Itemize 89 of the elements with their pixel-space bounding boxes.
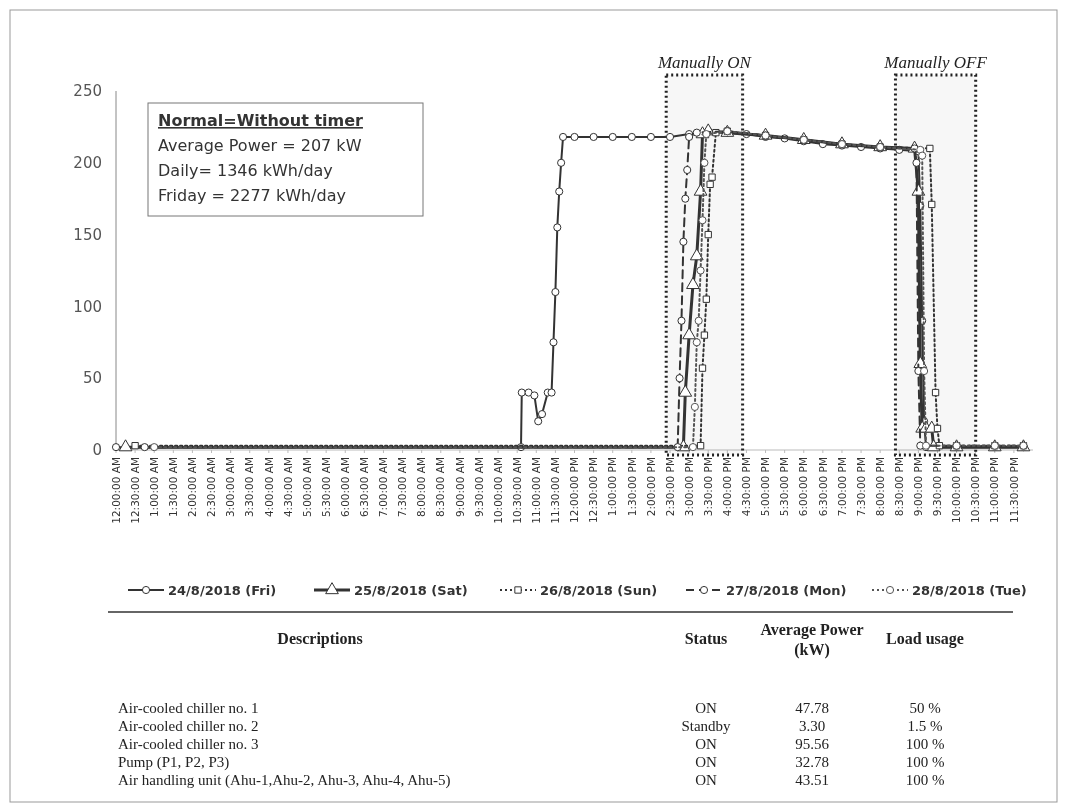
x-tick-label: 9:00:00 AM xyxy=(453,457,466,518)
x-tick-label: 6:30:00 AM xyxy=(358,457,371,518)
x-tick-label: 8:30:00 AM xyxy=(434,457,447,518)
text: Status xyxy=(684,630,728,647)
text: 100 % xyxy=(905,772,945,788)
text: Air-cooled chiller no. 3 xyxy=(118,736,259,752)
annotation: Normal=Without timer xyxy=(158,111,364,130)
x-tick-label: 7:00:00 PM xyxy=(835,457,848,517)
text: 32.78 xyxy=(795,754,829,770)
y-tick-label: 150 xyxy=(73,225,102,244)
legend-label: 26/8/2018 (Sun) xyxy=(540,582,658,598)
x-tick-label: 6:00:00 PM xyxy=(797,457,810,517)
annotation: Daily= 1346 kWh/day xyxy=(158,161,333,180)
x-tick-label: 2:30:00 PM xyxy=(663,457,676,517)
text: 3.30 xyxy=(798,718,826,734)
x-tick-label: 2:00:00 PM xyxy=(644,457,657,517)
legend-label: 25/8/2018 (Sat) xyxy=(354,582,468,598)
x-tick-label: 12:00:00 AM xyxy=(109,457,122,524)
x-tick-label: 10:30:00 AM xyxy=(510,457,523,524)
x-tick-label: 10:00:00 AM xyxy=(491,457,504,524)
x-tick-label: 8:00:00 AM xyxy=(415,457,428,518)
annotation: Friday = 2277 kWh/day xyxy=(158,186,346,205)
x-tick-label: 7:30:00 PM xyxy=(854,457,867,517)
band-label: Manually ON xyxy=(656,53,753,72)
x-tick-label: 11:00:00 PM xyxy=(988,457,1001,523)
legend-label: 28/8/2018 (Tue) xyxy=(912,582,1027,598)
x-tick-label: 2:00:00 AM xyxy=(186,457,199,518)
annotation: Average Power = 207 kW xyxy=(158,136,362,155)
x-tick-label: 3:30:00 AM xyxy=(243,457,256,518)
text: ON xyxy=(695,772,717,788)
x-tick-label: 3:30:00 PM xyxy=(701,457,714,517)
text: Load usage xyxy=(886,630,964,648)
legend-label: 24/8/2018 (Fri) xyxy=(168,582,277,598)
y-tick-label: 250 xyxy=(73,82,102,101)
y-tick-label: 200 xyxy=(73,154,102,173)
text: 95.56 xyxy=(795,736,830,752)
text: Air-cooled chiller no. 2 xyxy=(118,718,259,734)
x-tick-label: 4:30:00 AM xyxy=(281,457,294,518)
x-tick-label: 5:00:00 PM xyxy=(759,457,772,517)
y-tick-label: 100 xyxy=(73,297,102,316)
x-tick-label: 11:00:00 AM xyxy=(529,457,542,524)
x-tick-label: 12:00:00 PM xyxy=(568,457,581,523)
text: Standby xyxy=(681,718,732,734)
x-tick-label: 7:30:00 AM xyxy=(396,457,409,518)
x-tick-label: 10:00:00 PM xyxy=(950,457,963,523)
x-tick-label: 1:30:00 PM xyxy=(625,457,638,517)
text: Descriptions xyxy=(277,630,363,648)
x-tick-label: 5:00:00 AM xyxy=(300,457,313,518)
x-tick-label: 9:30:00 PM xyxy=(931,457,944,517)
x-tick-label: 11:30:00 PM xyxy=(1007,457,1020,523)
text: Average Power (kW) xyxy=(760,621,864,659)
x-tick-label: 12:30:00 AM xyxy=(128,457,141,524)
x-tick-label: 5:30:00 AM xyxy=(319,457,332,518)
text: ON xyxy=(695,754,717,770)
x-tick-label: 4:00:00 AM xyxy=(262,457,275,518)
x-tick-label: 1:00:00 PM xyxy=(606,457,619,517)
x-tick-label: 9:30:00 AM xyxy=(472,457,485,518)
x-tick-label: 1:30:00 AM xyxy=(166,457,179,518)
text: 50 % xyxy=(909,700,941,716)
x-tick-label: 2:30:00 AM xyxy=(205,457,218,518)
x-tick-label: 11:30:00 AM xyxy=(549,457,562,524)
text: 47.78 xyxy=(795,700,829,716)
text: 1.5 % xyxy=(907,718,943,734)
band-label: Manually OFF xyxy=(883,53,988,72)
text: ON xyxy=(695,700,717,716)
x-tick-label: 8:00:00 PM xyxy=(873,457,886,517)
x-tick-label: 7:00:00 AM xyxy=(377,457,390,518)
x-tick-label: 3:00:00 AM xyxy=(224,457,237,518)
y-tick-label: 50 xyxy=(82,369,102,388)
text: Pump (P1, P2, P3) xyxy=(118,754,230,771)
x-tick-label: 5:30:00 PM xyxy=(778,457,791,517)
legend-label: 27/8/2018 (Mon) xyxy=(726,582,847,598)
x-tick-label: 3:00:00 PM xyxy=(682,457,695,517)
x-tick-label: 9:00:00 PM xyxy=(912,457,925,517)
x-tick-label: 6:30:00 PM xyxy=(816,457,829,517)
x-tick-label: 8:30:00 PM xyxy=(892,457,905,517)
text: ON xyxy=(695,736,717,752)
y-tick-label: 0 xyxy=(92,441,102,460)
text: Air handling unit (Ahu-1,Ahu-2, Ahu-3, Ahu-4, Ahu-5) xyxy=(118,772,451,789)
x-tick-label: 10:30:00 PM xyxy=(969,457,982,523)
text: 100 % xyxy=(905,736,945,752)
x-tick-label: 6:00:00 AM xyxy=(338,457,351,518)
text: 43.51 xyxy=(795,772,829,788)
x-tick-label: 1:00:00 AM xyxy=(147,457,160,518)
x-tick-label: 12:30:00 PM xyxy=(587,457,600,523)
text: 100 % xyxy=(905,754,945,770)
x-tick-label: 4:30:00 PM xyxy=(740,457,753,517)
text: Air-cooled chiller no. 1 xyxy=(118,700,259,716)
x-tick-label: 4:00:00 PM xyxy=(721,457,734,517)
